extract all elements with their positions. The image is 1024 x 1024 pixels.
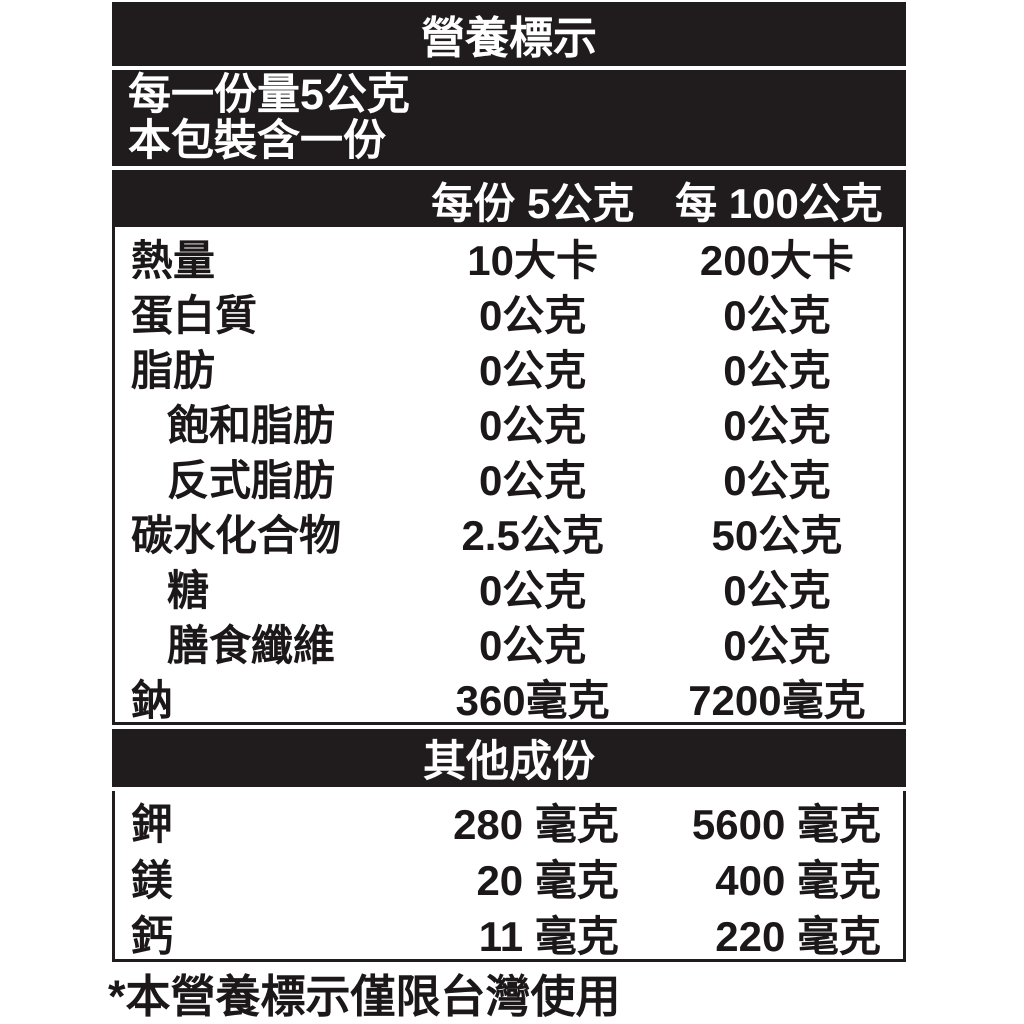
value-per-100g: 0公克 xyxy=(723,347,831,394)
column-header-bar: 每份 5公克 每 100公克 xyxy=(112,170,906,227)
mineral-label: 鎂 xyxy=(131,857,174,904)
value-per-100g: 50公克 xyxy=(711,512,843,559)
serving-info-bar: 每一份量5公克 本包裝含一份 xyxy=(112,70,906,166)
mineral-row-calcium: 鈣 11 毫克 220 毫克 xyxy=(115,903,903,960)
value-per-serving: 2.5公克 xyxy=(461,512,604,559)
nutrient-row-dietary-fiber: 膳食纖維 0公克 0公克 xyxy=(115,612,903,669)
nutrition-label: 營養標示 每一份量5公克 本包裝含一份 每份 5公克 每 100公克 熱量 10… xyxy=(112,2,906,962)
nutrient-label: 熱量 xyxy=(131,237,216,284)
label-title-bar: 營養標示 xyxy=(112,2,906,66)
nutrient-row-protein: 蛋白質 0公克 0公克 xyxy=(115,282,903,339)
nutrient-row-fat: 脂肪 0公克 0公克 xyxy=(115,337,903,394)
nutrients-table: 熱量 10大卡 200大卡 蛋白質 0公克 0公克 脂肪 0公克 0公克 飽和脂… xyxy=(112,227,906,725)
nutrient-label: 脂肪 xyxy=(131,347,216,394)
value-per-serving: 0公克 xyxy=(478,402,587,449)
value-per-100g: 220 毫克 xyxy=(715,913,881,960)
nutrient-row-calories: 熱量 10大卡 200大卡 xyxy=(115,227,903,284)
value-per-100g: 0公克 xyxy=(723,622,831,669)
other-ingredients-bar: 其他成份 xyxy=(112,729,906,787)
value-per-100g: 0公克 xyxy=(723,292,831,339)
value-per-serving: 0公克 xyxy=(478,292,587,339)
mineral-label: 鈣 xyxy=(131,913,174,960)
value-per-100g: 5600 毫克 xyxy=(691,801,881,848)
value-per-100g: 0公克 xyxy=(723,567,831,614)
nutrient-row-sodium: 鈉 360毫克 7200毫克 xyxy=(115,667,903,724)
value-per-serving: 0公克 xyxy=(478,457,587,504)
value-per-serving: 360毫克 xyxy=(455,677,610,724)
nutrient-label: 反式脂肪 xyxy=(167,457,336,504)
footnote: *本營養標示僅限台灣使用 xyxy=(108,971,621,1022)
nutrient-label: 蛋白質 xyxy=(131,292,258,339)
nutrient-label: 鈉 xyxy=(131,677,174,724)
nutrient-row-sugar: 糖 0公克 0公克 xyxy=(115,557,903,614)
value-per-100g: 200大卡 xyxy=(699,237,854,284)
value-per-serving: 0公克 xyxy=(478,567,587,614)
value-per-100g: 0公克 xyxy=(723,402,831,449)
value-per-serving: 10大卡 xyxy=(467,237,598,284)
nutrient-label: 碳水化合物 xyxy=(131,512,342,559)
nutrient-label: 糖 xyxy=(167,567,210,614)
mineral-row-magnesium: 鎂 20 毫克 400 毫克 xyxy=(115,847,903,904)
serving-size-text: 每一份量5公克 xyxy=(128,71,410,119)
minerals-table: 鉀 280 毫克 5600 毫克 鎂 20 毫克 400 毫克 鈣 11 毫克 … xyxy=(112,791,906,962)
value-per-serving: 20 毫克 xyxy=(476,857,619,904)
nutrient-row-trans-fat: 反式脂肪 0公克 0公克 xyxy=(115,447,903,504)
value-per-100g: 7200毫克 xyxy=(688,677,866,724)
value-per-serving: 0公克 xyxy=(478,622,587,669)
value-per-100g: 400 毫克 xyxy=(715,857,881,904)
nutrient-label: 膳食纖維 xyxy=(167,622,336,669)
nutrient-row-carbohydrate: 碳水化合物 2.5公克 50公克 xyxy=(115,502,903,559)
label-title: 營養標示 xyxy=(421,14,597,63)
mineral-label: 鉀 xyxy=(131,801,174,848)
value-per-100g: 0公克 xyxy=(723,457,831,504)
nutrient-label: 飽和脂肪 xyxy=(167,402,336,449)
column-header-per-100g: 每 100公克 xyxy=(675,180,883,227)
column-header-per-serving: 每份 5公克 xyxy=(431,180,635,227)
value-per-serving: 11 毫克 xyxy=(478,913,619,960)
mineral-row-potassium: 鉀 280 毫克 5600 毫克 xyxy=(115,791,903,848)
value-per-serving: 0公克 xyxy=(478,347,587,394)
nutrient-row-saturated-fat: 飽和脂肪 0公克 0公克 xyxy=(115,392,903,449)
servings-per-package-text: 本包裝含一份 xyxy=(128,117,386,165)
other-ingredients-title: 其他成份 xyxy=(423,738,595,786)
value-per-serving: 280 毫克 xyxy=(453,801,619,848)
